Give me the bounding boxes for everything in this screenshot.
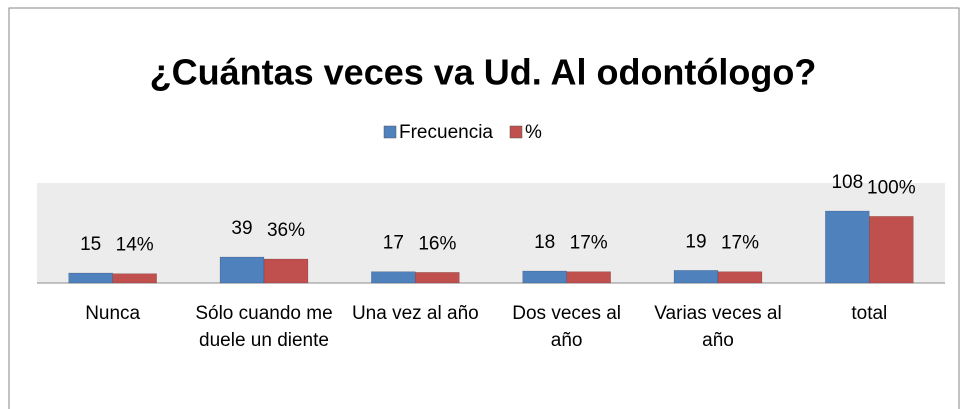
x-tick-label: Una vez al año — [351, 303, 479, 324]
data-label: 100% — [867, 177, 916, 198]
data-label: 15 — [80, 234, 101, 255]
bar — [717, 271, 763, 284]
data-label: 17% — [721, 233, 759, 254]
x-tick-label: Varias veces al año — [654, 303, 782, 351]
x-tick-label: Dos veces al año — [512, 303, 622, 351]
data-label: 19 — [685, 231, 706, 252]
bar — [219, 256, 265, 284]
data-label: 39 — [231, 218, 252, 239]
legend-swatch — [383, 125, 397, 139]
data-label: 16% — [418, 233, 456, 254]
x-tick-label: Sólo cuando me duele un diente — [195, 303, 333, 351]
bar — [371, 271, 416, 284]
data-label: 17% — [570, 233, 608, 254]
chart-title: ¿Cuántas veces va Ud. Al odontólogo? — [150, 52, 817, 93]
bar — [522, 270, 567, 284]
plot-area — [37, 183, 945, 283]
data-label: 18 — [534, 232, 555, 253]
data-label: 36% — [267, 220, 305, 241]
x-tick-label: Nunca — [85, 303, 141, 324]
x-tick-label: total — [851, 303, 888, 324]
bar — [869, 216, 914, 284]
legend-label: % — [525, 122, 542, 143]
bar — [825, 210, 870, 284]
bar — [112, 273, 157, 284]
data-label: 17 — [383, 233, 404, 254]
bar — [673, 270, 719, 284]
bar — [566, 271, 611, 284]
data-label: 108 — [831, 172, 863, 193]
legend-label: Frecuencia — [399, 122, 493, 143]
bar — [68, 272, 113, 284]
bar — [415, 272, 460, 284]
bar — [263, 258, 309, 284]
legend-swatch — [509, 125, 523, 139]
data-label: 14% — [116, 235, 154, 256]
